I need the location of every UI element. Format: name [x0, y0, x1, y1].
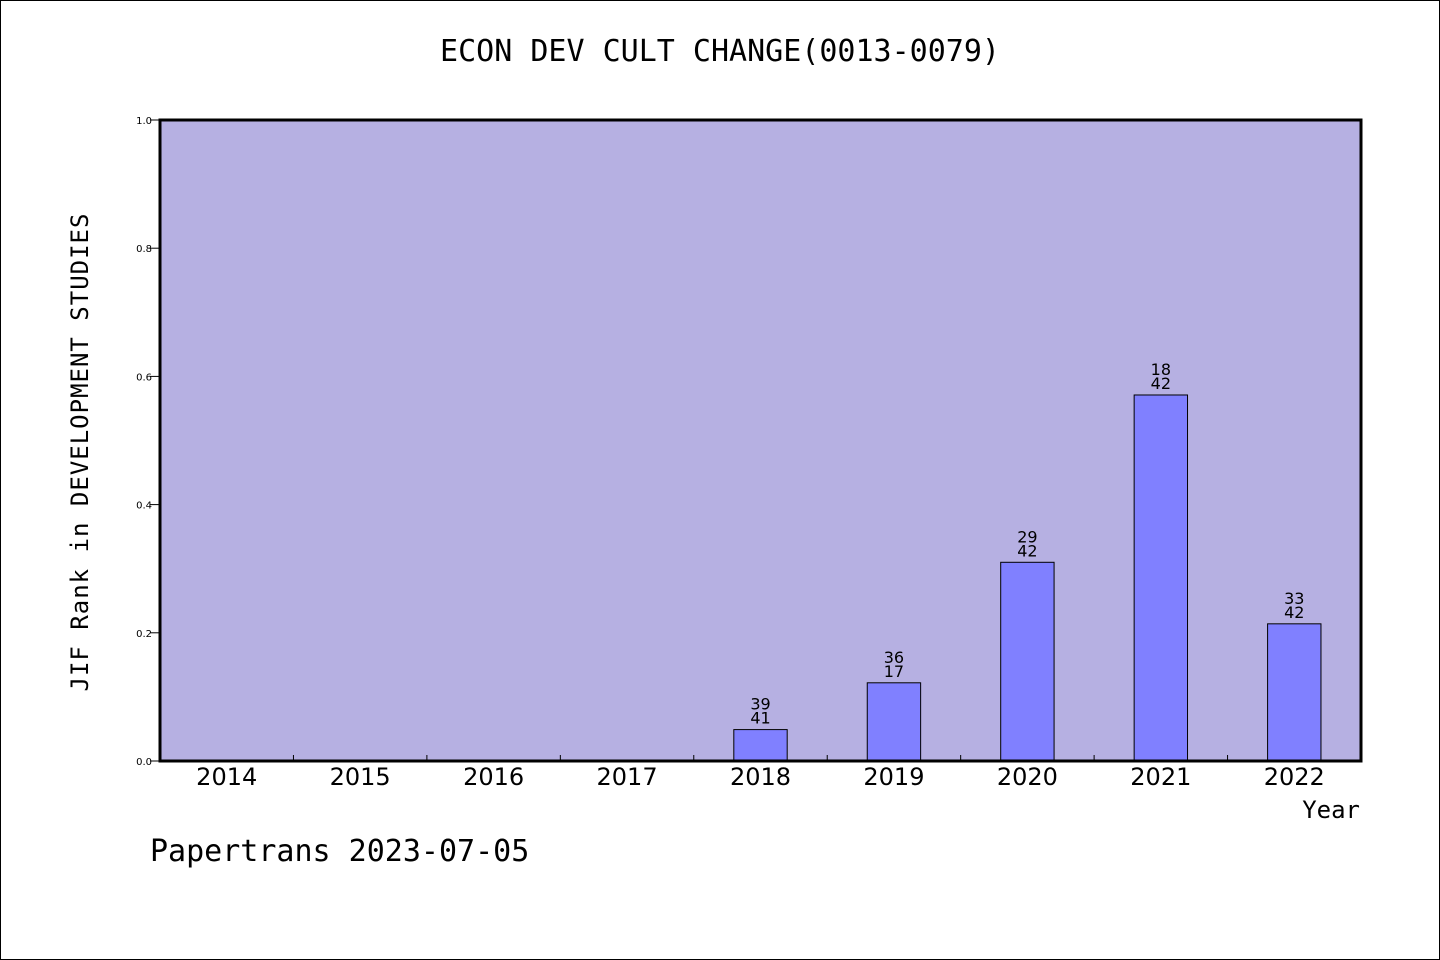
y-tick-label: 0.0 [136, 757, 152, 768]
footer-text: Papertrans 2023-07-05 [150, 834, 530, 869]
bar-label-bottom: 41 [750, 709, 770, 728]
plot-border [158, 118, 1363, 763]
x-tick-label: 2018 [730, 763, 791, 791]
y-tick-label: 0.4 [136, 501, 152, 512]
y-axis: 0.0 0.2 0.4 0.6 0.8 1.0 [136, 116, 160, 768]
bar-label-top: 18 [1151, 360, 1171, 379]
bar [1133, 394, 1189, 762]
bar-label-bottom: 42 [1017, 541, 1037, 560]
bar-label-bottom: 17 [884, 662, 904, 681]
chart-title: ECON DEV CULT CHANGE(0013-0079) [440, 34, 1000, 69]
x-tick-label: 2014 [196, 763, 257, 791]
x-tick-label: 2019 [863, 763, 924, 791]
x-tick-label: 2020 [997, 763, 1058, 791]
y-tick-label: 1.0 [136, 116, 152, 127]
x-tick-label: 2021 [1130, 763, 1191, 791]
y-tick-label: 0.6 [136, 372, 152, 383]
bar [866, 682, 922, 762]
x-axis: 2014 2015 2016 2017 2018 2019 2020 2021 2022 [196, 755, 1325, 791]
bar-label-bottom: 42 [1151, 374, 1171, 393]
bar-label-top: 29 [1017, 527, 1037, 546]
x-tick-label: 2016 [463, 763, 524, 791]
bar-label-bottom: 42 [1284, 603, 1304, 622]
x-tick-label: 2017 [597, 763, 658, 791]
bars-group [733, 394, 1322, 762]
x-tick-label: 2022 [1264, 763, 1325, 791]
x-tick-label: 2015 [330, 763, 391, 791]
x-axis-label: Year [1302, 796, 1360, 824]
y-tick-label: 0.8 [136, 244, 152, 255]
bar [1267, 623, 1322, 762]
y-axis-label: JIF Rank in DEVELOPMENT STUDIES [66, 212, 94, 692]
bar [733, 729, 788, 762]
bar-label-top: 33 [1284, 589, 1304, 608]
bar-label-top: 39 [750, 695, 770, 714]
bar [1000, 561, 1055, 762]
y-tick-label: 0.2 [136, 629, 152, 640]
bar-label-top: 36 [884, 648, 904, 667]
